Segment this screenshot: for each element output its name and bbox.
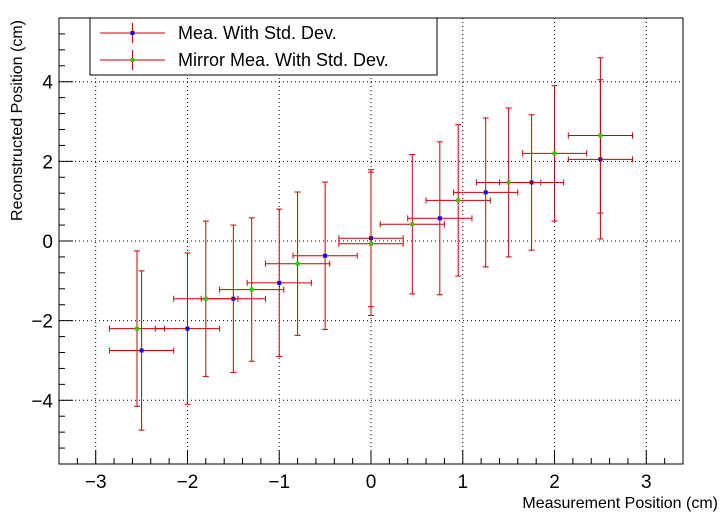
data-point xyxy=(456,198,461,203)
x-tick-label: −1 xyxy=(268,472,290,493)
series-mirror xyxy=(108,57,634,407)
tick-labels: −3 −2 −1 0 1 2 3 −4 −2 0 2 4 xyxy=(31,73,651,493)
x-tick-label: −2 xyxy=(177,472,199,493)
data-point xyxy=(277,280,282,285)
data-point xyxy=(135,326,139,331)
data-point xyxy=(410,222,415,227)
axis-ticks xyxy=(58,17,684,465)
y-tick-label: −4 xyxy=(31,391,53,412)
y-axis-title: Reconstructed Position (cm) xyxy=(9,20,26,221)
data-point xyxy=(598,133,603,138)
data-point xyxy=(369,241,373,246)
legend-mea-marker xyxy=(130,31,135,35)
grid-lines xyxy=(59,18,683,464)
data-point xyxy=(323,253,328,258)
legend-entry-mirror: Mirror Mea. With Std. Dev. xyxy=(100,50,389,70)
data-point xyxy=(295,261,300,266)
y-tick-label: 2 xyxy=(42,152,53,173)
legend-entry-mea: Mea. With Std. Dev. xyxy=(100,23,337,43)
data-points xyxy=(108,57,634,431)
legend: Mea. With Std. Dev. Mirror Mea. With Std… xyxy=(89,17,438,76)
data-point xyxy=(552,151,557,156)
legend-mirror-label: Mirror Mea. With Std. Dev. xyxy=(178,50,389,70)
x-tick-label: −3 xyxy=(85,472,107,493)
data-point xyxy=(249,287,254,292)
legend-mirror-marker xyxy=(130,58,135,62)
y-tick-label: 4 xyxy=(42,73,53,94)
data-point xyxy=(483,190,488,195)
data-point xyxy=(506,180,511,185)
y-tick-label: −2 xyxy=(31,312,53,333)
data-point xyxy=(185,326,190,331)
data-point xyxy=(139,348,144,353)
x-tick-label: 3 xyxy=(641,472,652,493)
x-tick-label: 1 xyxy=(457,472,468,493)
data-point xyxy=(437,216,442,221)
legend-mea-label: Mea. With Std. Dev. xyxy=(178,23,337,43)
y-tick-label: 0 xyxy=(42,232,53,253)
data-point xyxy=(203,296,208,301)
x-tick-label: 2 xyxy=(549,472,560,493)
legend-box xyxy=(89,17,438,76)
x-axis-title: Measurement Position (cm) xyxy=(522,495,718,512)
x-tick-label: 0 xyxy=(366,472,377,493)
